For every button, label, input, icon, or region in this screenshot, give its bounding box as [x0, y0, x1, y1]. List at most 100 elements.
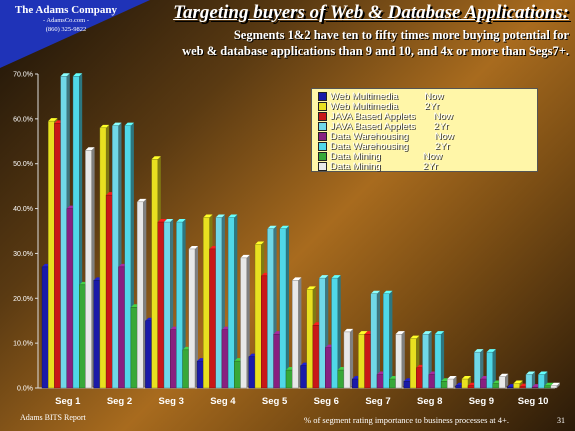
bar-front	[550, 385, 558, 389]
bar-top	[124, 122, 134, 126]
bar-top	[343, 328, 354, 332]
bar-top	[228, 214, 238, 218]
bar-front	[358, 333, 365, 389]
bar-front	[66, 208, 74, 389]
bar-front	[240, 257, 247, 389]
bar-front	[306, 289, 314, 389]
y-tick-label: 0.0%	[17, 386, 33, 393]
bar-front	[254, 244, 262, 389]
y-tick-label: 40.0%	[13, 206, 33, 213]
legend-label: Data Warehousing 2Yr	[330, 140, 450, 152]
bar-top	[255, 241, 265, 245]
bar-front	[300, 365, 307, 389]
bar-front	[221, 329, 229, 389]
subtitle-line-2: web & database applications than 9 and 1…	[182, 44, 569, 58]
report-name: Adams BITS Report	[20, 413, 86, 422]
bar-top	[292, 277, 302, 281]
bar-front	[78, 284, 86, 389]
legend-item: Web Multimedia 2Yr	[318, 100, 537, 112]
bar-top	[538, 371, 548, 375]
y-tick-label: 70.0%	[13, 72, 33, 79]
bar-top	[137, 198, 147, 202]
x-tick-label: Seg 5	[262, 396, 288, 407]
bar-front	[492, 383, 500, 389]
bar-front	[428, 374, 436, 389]
bar-side	[532, 371, 536, 388]
x-tick-label: Seg 8	[417, 396, 442, 407]
bar-front	[370, 293, 378, 389]
bar-front	[486, 351, 494, 389]
company-web: - AdamsCo.com -	[42, 17, 90, 24]
company-phone: (860) 325-9822	[45, 26, 87, 33]
bar-side	[195, 245, 198, 388]
bar-front	[285, 369, 293, 389]
bar-top	[176, 219, 186, 223]
bar-front	[182, 349, 190, 389]
bar-front	[48, 120, 55, 389]
bar-front	[209, 248, 216, 389]
bar-seg7-series-8	[395, 331, 405, 389]
bar-front	[525, 374, 533, 389]
bar-top	[164, 219, 174, 223]
bar-front	[54, 123, 61, 389]
bar-front	[267, 228, 274, 389]
bar-front	[498, 376, 506, 389]
subtitle-line-1: Segments 1&2 have ten to fifty times mor…	[233, 28, 569, 42]
bar-top	[99, 124, 110, 128]
bar-side	[337, 275, 341, 388]
bar-side	[246, 254, 250, 388]
bar-front	[93, 280, 101, 389]
bar-top	[474, 349, 484, 353]
bar-side	[556, 382, 560, 388]
bar-seg10-series-8	[550, 382, 560, 389]
bar-top	[73, 73, 83, 77]
bar-seg8-series-6	[434, 331, 445, 389]
x-tick-label: Seg 3	[159, 396, 184, 407]
bar-front	[513, 383, 520, 389]
bar-front	[112, 125, 119, 389]
bar-seg9-series-8	[498, 373, 509, 389]
bar-front	[318, 277, 326, 389]
bar-seg10-series-4	[525, 371, 536, 389]
bar-seg5-series-6	[279, 225, 289, 389]
bar-front	[157, 221, 165, 389]
legend-label: Web Multimedia 2Yr	[330, 100, 440, 112]
chart-ticks: 0.0% 10.0% 20.0% 30.0% 40.0% 50.0% 60.0% 70.0% S…	[13, 72, 548, 408]
bar-seg8-series-8	[447, 376, 457, 389]
bar-front	[422, 333, 429, 389]
slide-title: Targeting buyers of Web & Database Appli…	[173, 2, 569, 23]
chart-legend: Web Multimedia Now Web Multimedia 2Yr JAVA…	[311, 88, 538, 172]
y-tick-label: 20.0%	[13, 296, 33, 303]
y-tick-label: 60.0%	[13, 116, 33, 123]
bar-side	[350, 328, 354, 388]
bar-front	[455, 385, 463, 389]
x-tick-label: Seg 4	[210, 396, 236, 407]
bar-front	[544, 385, 551, 389]
slide-subtitle: Segments 1&2 have ten to fifty times mor…	[182, 27, 569, 59]
bar-front	[461, 378, 469, 389]
bar-top	[188, 245, 198, 249]
legend-item: JAVA Based Applets 2Yr	[318, 121, 537, 132]
legend-label: Data Warehousing Now	[330, 130, 454, 142]
bar-front	[474, 351, 481, 389]
bar-front	[331, 277, 338, 389]
x-tick-label: Seg 2	[107, 396, 132, 407]
x-tick-label: Seg 7	[365, 396, 390, 407]
bar-seg6-series-8	[343, 328, 354, 389]
bar-front	[163, 221, 171, 389]
bar-top	[151, 156, 161, 160]
bar-seg7-series-6	[383, 290, 393, 389]
bar-seg7-series-4	[370, 290, 380, 389]
bar-side	[441, 331, 445, 388]
bar-front	[261, 275, 268, 389]
legend-item: Data Mining 2Yr	[318, 161, 537, 172]
bar-seg5-series-8	[292, 277, 302, 389]
bar-front	[376, 374, 384, 389]
bar-seg2-series-8	[136, 198, 147, 389]
bar-top	[319, 275, 329, 279]
bar-top	[486, 349, 496, 353]
bar-front	[60, 76, 67, 389]
bar-top	[410, 335, 420, 339]
bar-front	[118, 266, 125, 389]
